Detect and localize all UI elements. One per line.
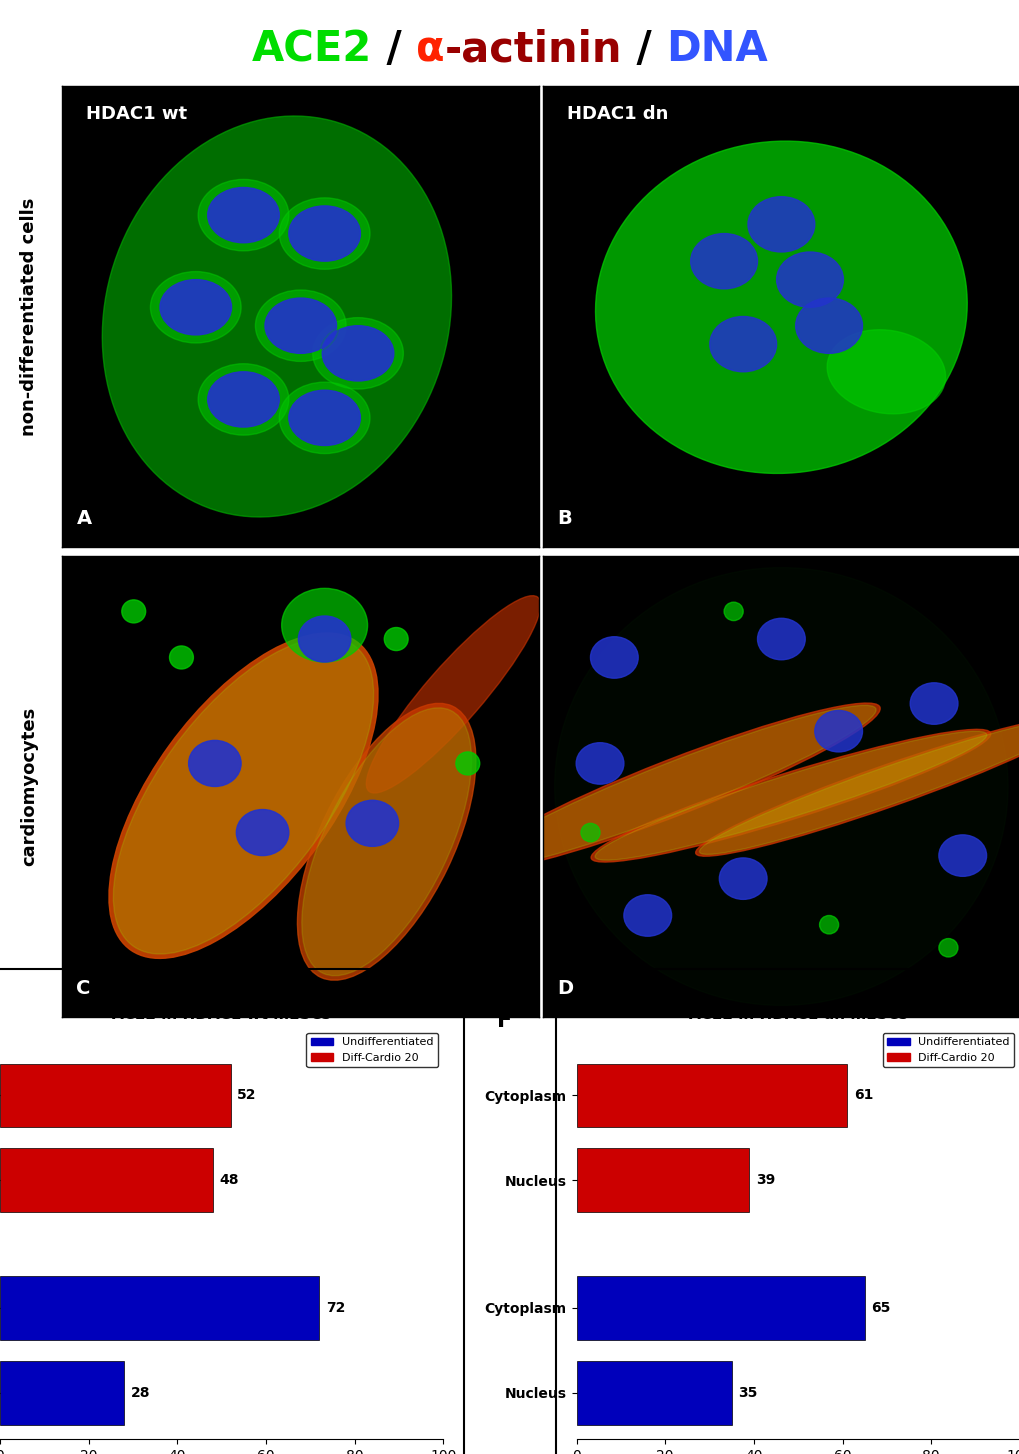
Ellipse shape [102,116,451,518]
Ellipse shape [576,743,624,784]
Ellipse shape [695,717,1019,856]
Ellipse shape [818,916,838,933]
Ellipse shape [313,317,403,390]
Text: ACE2: ACE2 [252,28,372,70]
Ellipse shape [909,683,957,724]
Ellipse shape [366,596,540,792]
Text: B: B [556,509,572,528]
Text: 48: 48 [219,1173,238,1188]
Ellipse shape [624,894,671,936]
Ellipse shape [279,382,370,454]
Ellipse shape [113,637,373,954]
Ellipse shape [554,567,1007,1005]
Ellipse shape [795,298,862,353]
Legend: Undifferentiated, Diff-Cardio 20: Undifferentiated, Diff-Cardio 20 [882,1032,1014,1067]
Text: cardiomyocytes: cardiomyocytes [20,707,39,867]
Ellipse shape [255,289,345,362]
Title: ACE2 in HDAC1 wt mESCs: ACE2 in HDAC1 wt mESCs [112,1008,331,1022]
Text: 39: 39 [755,1173,774,1188]
Ellipse shape [455,752,479,775]
Text: F: F [496,1011,512,1031]
Ellipse shape [775,252,843,307]
Ellipse shape [757,618,804,660]
Ellipse shape [581,823,599,842]
Ellipse shape [594,731,985,861]
Ellipse shape [198,364,288,435]
Bar [576,1361,731,1425]
Ellipse shape [288,390,360,445]
Ellipse shape [709,317,775,372]
Ellipse shape [718,858,766,900]
Text: HDAC1 dn: HDAC1 dn [567,105,667,122]
Text: HDAC1 wt: HDAC1 wt [86,105,186,122]
Text: non-differentiated cells: non-differentiated cells [20,198,39,436]
Bar [576,1063,846,1127]
Text: A: A [76,509,92,528]
Bar [0,1277,319,1339]
Bar [0,1149,213,1213]
Text: /: / [622,28,665,70]
Ellipse shape [590,730,989,862]
Ellipse shape [937,835,985,877]
Bar [576,1277,864,1339]
Ellipse shape [265,298,336,353]
Ellipse shape [699,718,1019,855]
Ellipse shape [747,196,814,252]
Text: C: C [76,980,91,999]
Ellipse shape [299,616,351,662]
Ellipse shape [302,708,471,976]
Ellipse shape [476,705,875,868]
Ellipse shape [288,206,360,262]
Ellipse shape [472,704,879,869]
Ellipse shape [109,632,378,958]
Text: 72: 72 [326,1301,345,1314]
Ellipse shape [160,279,231,334]
Ellipse shape [814,711,862,752]
Text: 52: 52 [237,1089,257,1102]
Bar [0,1063,230,1127]
Ellipse shape [590,637,638,678]
Ellipse shape [937,938,957,957]
Ellipse shape [690,234,757,289]
Ellipse shape [169,646,194,669]
Ellipse shape [208,188,279,243]
Text: D: D [556,980,573,999]
Text: α: α [416,28,444,70]
Ellipse shape [298,704,476,980]
Ellipse shape [198,179,288,252]
Ellipse shape [208,372,279,427]
Ellipse shape [281,589,367,662]
Text: 28: 28 [130,1386,150,1400]
Ellipse shape [150,272,240,343]
Ellipse shape [121,601,146,622]
Text: /: / [372,28,416,70]
Ellipse shape [345,800,398,846]
Text: -actinin: -actinin [444,28,622,70]
Ellipse shape [826,330,945,414]
Text: 35: 35 [738,1386,757,1400]
Ellipse shape [384,628,408,650]
Ellipse shape [189,740,240,787]
Text: 61: 61 [853,1089,872,1102]
Text: 65: 65 [870,1301,890,1314]
Bar [0,1361,124,1425]
Ellipse shape [279,198,370,269]
Bar [576,1149,749,1213]
Title: ACE2 in HDAC1 dn mESCs: ACE2 in HDAC1 dn mESCs [688,1008,907,1022]
Legend: Undifferentiated, Diff-Cardio 20: Undifferentiated, Diff-Cardio 20 [306,1032,437,1067]
Ellipse shape [723,602,743,621]
Ellipse shape [236,810,288,855]
Text: DNA: DNA [665,28,767,70]
Ellipse shape [595,141,966,474]
Ellipse shape [322,326,393,381]
